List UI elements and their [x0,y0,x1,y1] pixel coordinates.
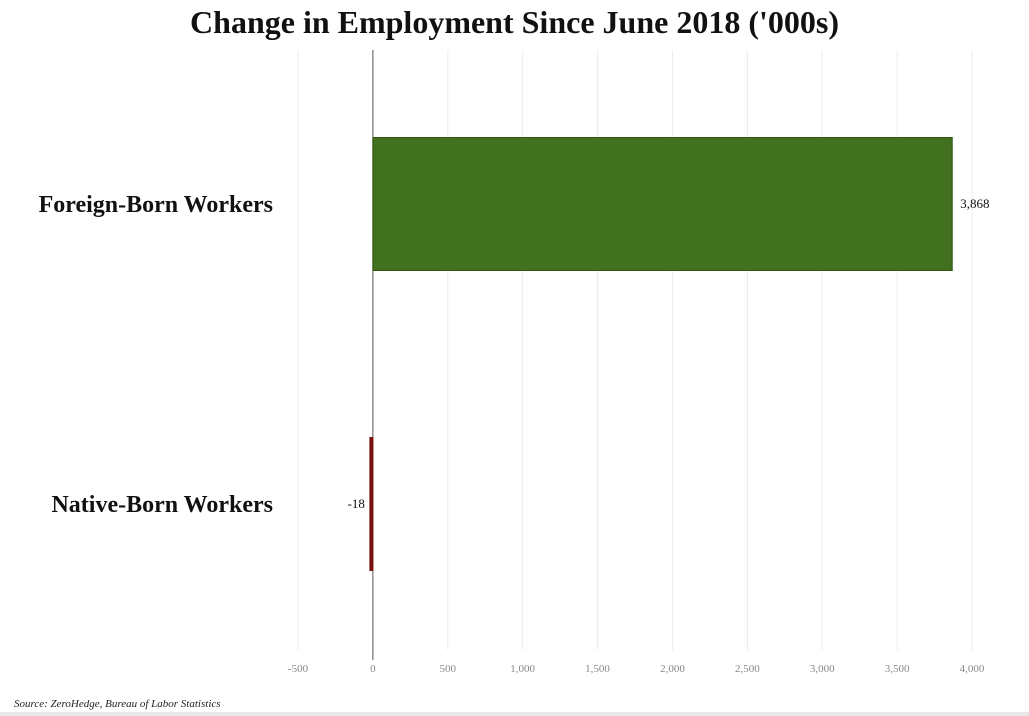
x-tick-label: 1,500 [585,663,610,675]
bar [372,137,953,271]
chart-title: Change in Employment Since June 2018 ('0… [190,4,839,40]
divider [0,712,1029,716]
bar [369,437,374,571]
x-tick-label: -500 [288,663,309,675]
x-tick-label: 2,500 [735,663,760,675]
category-label: Foreign-Born Workers [39,192,273,218]
x-tick-label: 0 [370,663,376,675]
x-tick-label: 4,000 [960,663,985,675]
data-label: -18 [348,496,365,511]
category-label: Native-Born Workers [51,492,273,518]
x-tick-label: 3,500 [885,663,910,675]
x-tick-label: 1,000 [510,663,535,675]
x-tick-label: 3,000 [810,663,835,675]
source-note: Source: ZeroHedge, Bureau of Labor Stati… [14,698,221,710]
x-tick-label: 2,000 [660,663,685,675]
data-label: 3,868 [960,196,989,211]
x-tick-label: 500 [440,663,457,675]
